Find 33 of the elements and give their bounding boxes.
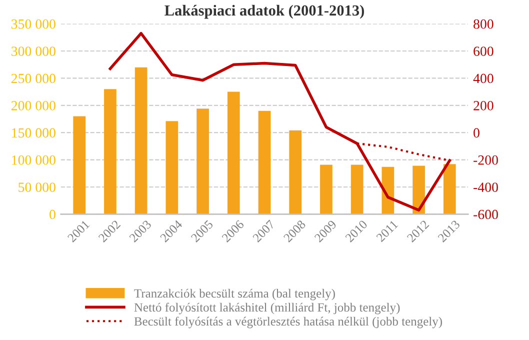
y2-tick-label: 800 xyxy=(474,19,494,29)
bar xyxy=(289,130,302,214)
bar xyxy=(196,108,209,214)
y-tick-label: 300 000 xyxy=(12,46,56,56)
bar xyxy=(73,116,86,214)
chart-title: Lakáspiaci adatok (2001-2013) xyxy=(164,4,364,19)
legend-label: Tranzakciók becsült száma (bal tengely) xyxy=(134,288,335,300)
legend-label: Becsült folyósítás a végtörlesztés hatása nélkül (jobb tengely) xyxy=(134,316,442,328)
x-tick-label: 2011 xyxy=(376,220,398,242)
bar xyxy=(350,164,364,214)
bar xyxy=(134,67,148,214)
y-tick-label: 350 000 xyxy=(12,19,56,29)
bar xyxy=(412,166,425,214)
bar xyxy=(227,92,240,214)
bar xyxy=(320,164,332,214)
bar xyxy=(166,121,178,214)
y-tick-label: 200 000 xyxy=(11,100,56,110)
y2-tick-label: -200 xyxy=(474,155,498,165)
y2-tick-label: -400 xyxy=(474,182,498,192)
bar xyxy=(104,89,116,214)
legend-label: Nettó folyósított lakáshitel (milliárd Ft, jobb tengely) xyxy=(134,302,400,314)
y-tick-label: 150 000 xyxy=(12,128,56,138)
bar xyxy=(443,164,456,214)
y2-tick-label: 400 xyxy=(473,74,494,84)
y-tick-label: 100 000 xyxy=(12,155,56,165)
y-tick-label: 250 000 xyxy=(11,74,56,84)
y-tick-label: 0 xyxy=(50,210,56,220)
y2-tick-label: -600 xyxy=(474,210,498,220)
y2-tick-label: 200 xyxy=(474,100,494,110)
y-tick-label: 50 000 xyxy=(18,182,56,192)
y2-tick-label: 0 xyxy=(474,128,480,138)
bar xyxy=(258,110,271,214)
y2-tick-label: 600 xyxy=(474,46,494,56)
